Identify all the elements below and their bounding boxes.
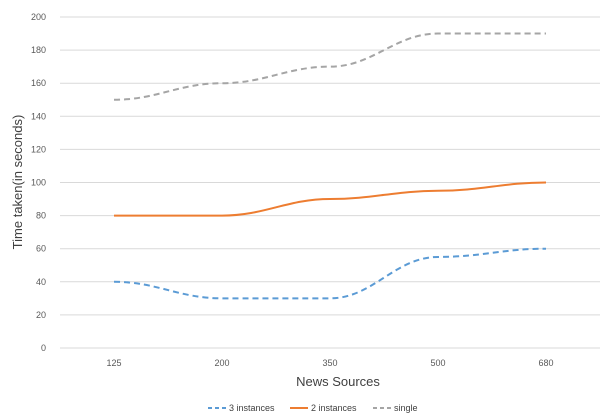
y-axis-title: Time taken(in seconds): [10, 115, 25, 250]
legend-label-1: 3 instances: [229, 403, 275, 413]
x-tick-label: 350: [322, 358, 337, 368]
x-tick-label: 200: [214, 358, 229, 368]
y-tick-label: 60: [36, 244, 46, 254]
legend-label-3: single: [394, 403, 418, 413]
series-line-2: [114, 181, 547, 217]
y-tick-label: 100: [31, 178, 46, 188]
x-axis-title: News Sources: [296, 374, 380, 389]
y-tick-label: 80: [36, 211, 46, 221]
legend: 3 instances 2 instances single: [208, 403, 418, 413]
y-tick-label: 120: [31, 144, 46, 154]
y-tick-label: 20: [36, 310, 46, 320]
y-tick-label: 200: [31, 12, 46, 22]
x-tick-label: 125: [106, 358, 121, 368]
series-lines: [113, 32, 547, 300]
x-tick-label: 500: [430, 358, 445, 368]
legend-label-2: 2 instances: [311, 403, 357, 413]
series-line-1: [113, 247, 547, 300]
series-line-3: [113, 32, 546, 101]
y-tick-label: 180: [31, 45, 46, 55]
y-axis-ticks: 0 20 40 60 80 100 120 140 160 180 200: [31, 12, 46, 353]
y-tick-label: 40: [36, 277, 46, 287]
y-tick-label: 0: [41, 343, 46, 353]
y-tick-label: 160: [31, 78, 46, 88]
x-tick-label: 680: [538, 358, 553, 368]
grid-lines: [60, 16, 600, 349]
x-axis-ticks: 125 200 350 500 680: [106, 358, 553, 368]
y-tick-label: 140: [31, 111, 46, 121]
